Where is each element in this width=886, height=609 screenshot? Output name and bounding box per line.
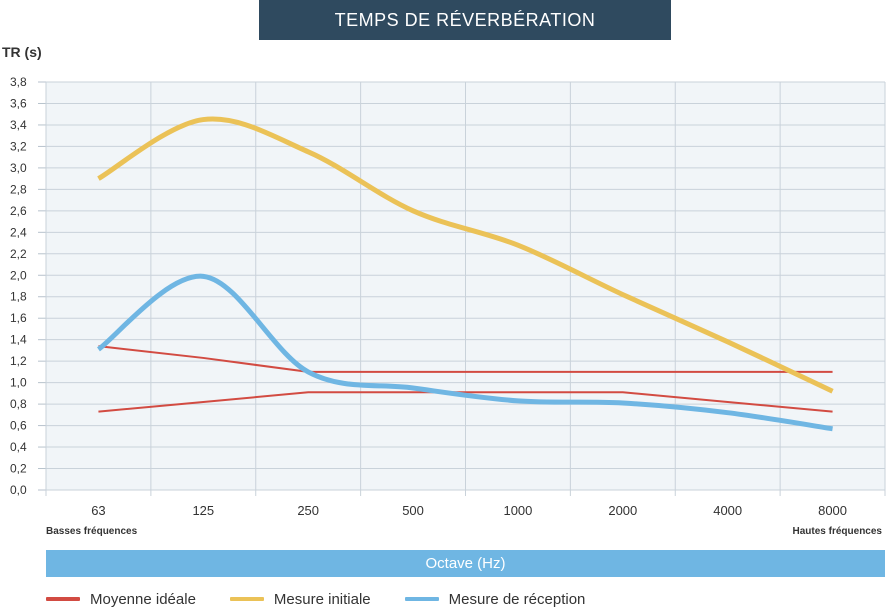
y-tick-label: 0,0	[10, 483, 27, 497]
y-tick-label: 0,4	[10, 440, 27, 454]
y-tick-label: 1,0	[10, 376, 27, 390]
x-tick-label: 1000	[503, 503, 532, 518]
axis-labels: 0,0 0,2 0,4 0,6 0,8 1,0 1,2 1,4 1,6 1,8 2,0 2,2 2,4 2…	[10, 75, 882, 537]
legend-label-ideal: Moyenne idéale	[90, 590, 196, 608]
legend-swatch-initial	[229, 597, 264, 601]
y-tick-label: 1,2	[10, 354, 27, 368]
legend-label-reception: Mesure de réception	[448, 590, 586, 608]
x-note-left: Basses fréquences	[46, 526, 138, 537]
y-tick-label: 2,6	[10, 204, 27, 218]
x-tick-label: 2000	[608, 503, 637, 518]
x-tick-label: 63	[91, 503, 105, 518]
reverberation-chart: 0,0 0,2 0,4 0,6 0,8 1,0 1,2 1,4 1,6 1,8 2,0 2,2 2,4 2…	[10, 75, 886, 537]
legend-item-ideal: Moyenne idéale	[46, 591, 196, 608]
legend: Moyenne idéale Mesure initiale Mesure de…	[46, 589, 619, 609]
x-tick-label: 4000	[713, 503, 742, 518]
y-tick-label: 2,0	[10, 268, 27, 282]
x-note-right: Hautes fréquences	[793, 526, 883, 537]
chart-title: TEMPS DE RÉVERBÉRATION	[259, 0, 671, 40]
grid	[38, 81, 886, 496]
y-tick-label: 3,2	[10, 139, 27, 153]
series-line-reception	[96, 273, 833, 432]
y-tick-label: 2,8	[10, 182, 27, 196]
x-axis-label: Octave (Hz)	[46, 550, 885, 577]
y-tick-label: 1,6	[10, 311, 27, 325]
y-tick-label: 2,2	[10, 247, 27, 261]
y-tick-label: 3,4	[10, 118, 27, 132]
y-tick-label: 0,8	[10, 397, 27, 411]
series-line-ideal-upper	[98, 345, 833, 373]
legend-swatch-reception	[404, 597, 439, 601]
y-tick-label: 0,6	[10, 419, 27, 433]
legend-item-reception: Mesure de réception	[404, 590, 586, 608]
y-tick-label: 3,6	[10, 96, 27, 110]
y-tick-label: 1,4	[10, 333, 27, 347]
series-lines	[96, 116, 834, 432]
x-tick-label: 8000	[818, 503, 847, 518]
y-tick-label: 3,0	[10, 161, 27, 175]
series-line-ideal-lower	[98, 391, 833, 413]
y-tick-label: 2,4	[10, 225, 27, 239]
x-tick-label: 125	[192, 503, 214, 518]
y-axis-label: TR (s)	[2, 44, 42, 60]
y-tick-label: 0,2	[10, 462, 27, 476]
x-tick-label: 500	[402, 503, 424, 518]
x-tick-label: 250	[297, 503, 319, 518]
legend-item-initial: Mesure initiale	[229, 590, 371, 608]
legend-label-initial: Mesure initiale	[273, 590, 371, 608]
y-tick-label: 3,8	[10, 75, 27, 89]
legend-swatch-ideal	[46, 597, 80, 601]
y-tick-label: 1,8	[10, 290, 27, 304]
series-line-initial	[97, 116, 834, 394]
